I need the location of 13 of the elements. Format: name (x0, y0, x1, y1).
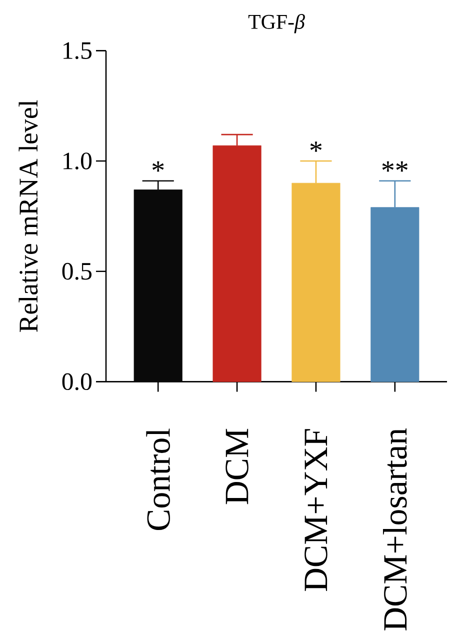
y-tick-label: 1.5 (64, 42, 92, 60)
x-tick-label: Control (146, 428, 170, 530)
chart-title: TGF-β (248, 14, 305, 34)
y-tick-label: 0.5 (62, 262, 92, 280)
x-tick-label: DCM+YXF (304, 429, 328, 591)
y-tick-label: 1.0 (64, 152, 92, 170)
annotation: ** (382, 161, 408, 172)
y-tick-label: 0.0 (62, 373, 92, 390)
annotation: * (152, 161, 164, 172)
x-tick-label: DCM+losartan (382, 428, 407, 630)
annotation: * (310, 142, 322, 152)
y-axis-title: Relative mRNA level (18, 100, 38, 332)
x-tick-label: DCM (226, 428, 248, 504)
